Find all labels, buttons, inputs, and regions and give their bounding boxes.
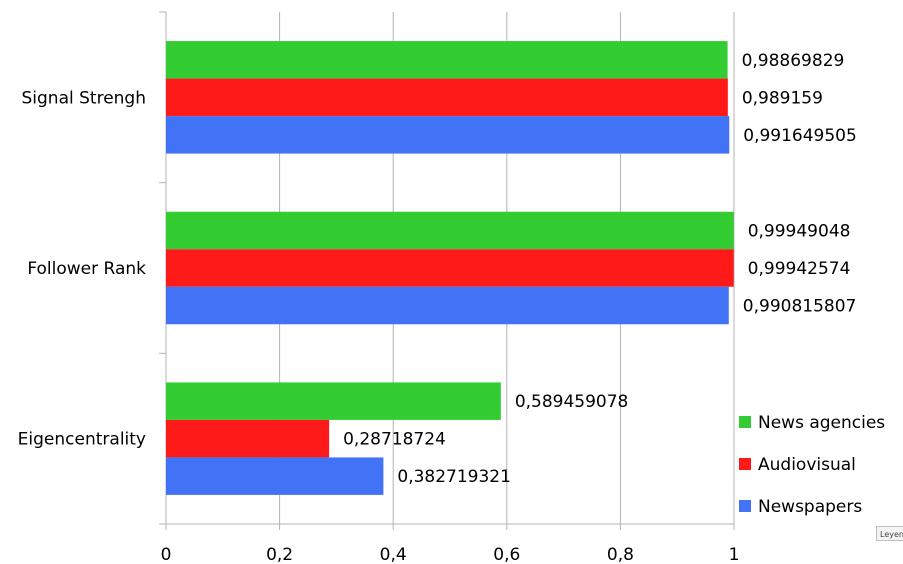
bar <box>166 211 734 250</box>
x-tick-label: 0,6 <box>493 545 520 564</box>
category-label: Signal Strengh <box>22 88 147 108</box>
x-tick-label: 0,2 <box>266 545 293 564</box>
data-label: 0,382719321 <box>397 467 511 487</box>
legend-entry: Audiovisual <box>758 455 856 475</box>
x-tick-labels: 0 0,2 0,4 0,6 0,8 1 <box>161 545 740 564</box>
data-label: 0,990815807 <box>743 297 857 317</box>
bar <box>166 78 728 117</box>
legend: News agencies Audiovisual Newspapers <box>739 413 885 517</box>
bar <box>166 286 729 325</box>
data-label: 0,99942574 <box>748 259 851 279</box>
data-label: 0,98869829 <box>742 51 845 71</box>
x-tick-label: 0,8 <box>607 545 634 564</box>
bar <box>166 382 501 420</box>
x-tick-label: 0,4 <box>380 545 407 564</box>
data-label: 0,99949048 <box>748 222 851 242</box>
bar <box>166 41 728 79</box>
bar <box>166 457 384 495</box>
legend-tag[interactable]: Leyenda <box>876 526 903 541</box>
data-label: 0,28718724 <box>343 430 446 450</box>
data-label: 0,989159 <box>742 88 823 108</box>
legend-swatch <box>739 458 751 470</box>
bar <box>166 116 730 154</box>
legend-entry: Newspapers <box>758 497 862 517</box>
category-labels: Signal Strengh Follower Rank Eigencentrali… <box>18 88 146 449</box>
legend-swatch <box>739 500 751 512</box>
x-tick-label: 1 <box>729 545 740 564</box>
bar <box>166 249 734 287</box>
category-label: Eigencentrality <box>18 430 146 450</box>
legend-swatch <box>739 416 751 428</box>
bars <box>166 41 734 495</box>
data-label: 0,589459078 <box>515 392 629 412</box>
bar <box>166 419 330 458</box>
x-tick-label: 0 <box>161 545 172 564</box>
legend-entry: News agencies <box>758 413 885 433</box>
category-label: Follower Rank <box>27 259 146 279</box>
data-label: 0,991649505 <box>743 126 857 146</box>
data-labels: 0,98869829 0,989159 0,991649505 0,99949048 0… <box>343 51 857 487</box>
